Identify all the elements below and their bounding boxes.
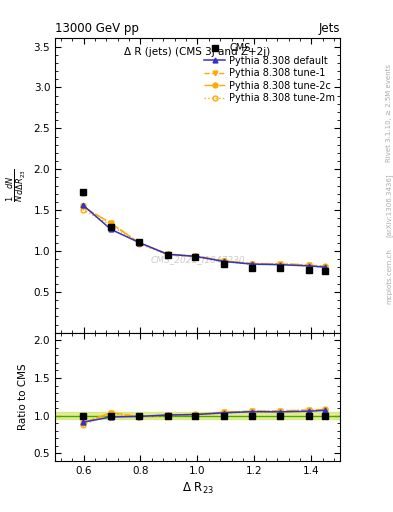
Y-axis label: Ratio to CMS: Ratio to CMS: [18, 364, 28, 430]
Pythia 8.308 tune-1: [80, 203, 85, 209]
Pythia 8.308 tune-1: [108, 220, 113, 226]
Pythia 8.308 tune-1: [221, 258, 226, 264]
Pythia 8.308 default: [306, 263, 311, 269]
Text: 13000 GeV pp: 13000 GeV pp: [55, 22, 139, 35]
Text: CMS_2021_I1847230: CMS_2021_I1847230: [150, 254, 245, 264]
Pythia 8.308 tune-1: [165, 251, 170, 257]
Pythia 8.308 tune-1: [250, 261, 255, 267]
Pythia 8.308 tune-2c: [193, 253, 198, 259]
Pythia 8.308 tune-1: [137, 240, 142, 246]
Pythia 8.308 tune-1: [193, 253, 198, 260]
Pythia 8.308 tune-2m: [278, 262, 283, 268]
Legend: CMS, Pythia 8.308 default, Pythia 8.308 tune-1, Pythia 8.308 tune-2c, Pythia 8.3: CMS, Pythia 8.308 default, Pythia 8.308 …: [202, 41, 337, 105]
Pythia 8.308 tune-2c: [278, 261, 283, 267]
Pythia 8.308 tune-2m: [137, 241, 142, 247]
Pythia 8.308 tune-2m: [108, 222, 113, 228]
Pythia 8.308 tune-2c: [80, 203, 85, 209]
Pythia 8.308 tune-1: [306, 262, 311, 268]
X-axis label: $\Delta$ R$_{23}$: $\Delta$ R$_{23}$: [182, 481, 213, 496]
Pythia 8.308 tune-2m: [193, 254, 198, 260]
Pythia 8.308 tune-2c: [221, 258, 226, 264]
Pythia 8.308 tune-2m: [80, 207, 85, 213]
Pythia 8.308 default: [80, 202, 85, 208]
Pythia 8.308 tune-2m: [165, 252, 170, 258]
Text: [arXiv:1306.3436]: [arXiv:1306.3436]: [386, 173, 392, 237]
Text: mcplots.cern.ch: mcplots.cern.ch: [386, 248, 392, 305]
Pythia 8.308 default: [250, 261, 255, 267]
Line: Pythia 8.308 tune-2m: Pythia 8.308 tune-2m: [80, 207, 328, 270]
Pythia 8.308 tune-2c: [323, 263, 328, 269]
Y-axis label: $\frac{1}{N}\frac{dN}{d\Delta R_{23}}$: $\frac{1}{N}\frac{dN}{d\Delta R_{23}}$: [5, 169, 28, 202]
Pythia 8.308 tune-1: [323, 264, 328, 270]
Pythia 8.308 tune-2m: [306, 263, 311, 269]
Pythia 8.308 default: [278, 262, 283, 268]
Text: Rivet 3.1.10, ≥ 2.5M events: Rivet 3.1.10, ≥ 2.5M events: [386, 63, 392, 162]
Pythia 8.308 tune-2c: [306, 262, 311, 268]
Pythia 8.308 default: [165, 251, 170, 258]
Pythia 8.308 tune-1: [278, 261, 283, 267]
Pythia 8.308 tune-2c: [137, 240, 142, 246]
Pythia 8.308 default: [137, 240, 142, 246]
Pythia 8.308 default: [193, 253, 198, 260]
Line: Pythia 8.308 default: Pythia 8.308 default: [80, 202, 328, 269]
Text: Δ R (jets) (CMS 3j and Z+2j): Δ R (jets) (CMS 3j and Z+2j): [124, 47, 271, 57]
Pythia 8.308 default: [108, 226, 113, 232]
Pythia 8.308 default: [323, 264, 328, 270]
Pythia 8.308 tune-2m: [323, 264, 328, 270]
Pythia 8.308 default: [221, 259, 226, 265]
Pythia 8.308 tune-2c: [108, 220, 113, 226]
Pythia 8.308 tune-2m: [250, 262, 255, 268]
Line: Pythia 8.308 tune-2c: Pythia 8.308 tune-2c: [80, 204, 328, 269]
Pythia 8.308 tune-2c: [250, 261, 255, 267]
Pythia 8.308 tune-2m: [221, 259, 226, 265]
Line: Pythia 8.308 tune-1: Pythia 8.308 tune-1: [80, 204, 328, 269]
Text: Jets: Jets: [318, 22, 340, 35]
Pythia 8.308 tune-2c: [165, 251, 170, 257]
